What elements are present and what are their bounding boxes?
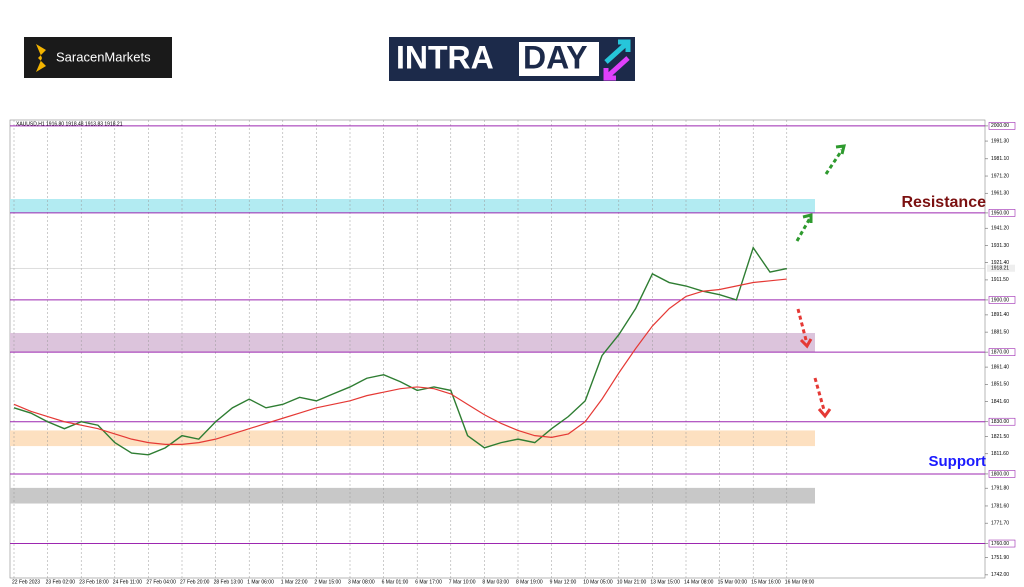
y-tick-label: 1870.00	[991, 349, 1009, 355]
x-tick-label: 8 Mar 03:00	[482, 579, 509, 585]
y-tick-label: 1742.00	[991, 572, 1009, 578]
plot: 22 Feb 2023 23 Feb 02:00 23 Feb 18:00 24 Fe…	[10, 120, 1016, 585]
x-tick-label: 13 Mar 15:00	[650, 579, 680, 585]
x-tick-label: 1 Mar 22:00	[281, 579, 308, 585]
level-tag	[988, 296, 1016, 304]
brand-name: SaracenMarkets	[56, 49, 151, 64]
x-tick-label: 27 Feb 04:00	[146, 579, 176, 585]
x-tick-label: 15 Mar 16:00	[751, 579, 781, 585]
level-tag	[988, 417, 1016, 426]
level-tag	[988, 122, 1016, 130]
brand-logo	[24, 37, 172, 78]
x-tick-label: 22 Feb 2023	[12, 579, 40, 585]
y-tick-label: 1941.20	[991, 226, 1009, 232]
y-tick-label: 1791.80	[991, 486, 1009, 492]
y-tick-label: 1821.50	[991, 434, 1009, 440]
y-tick-label: 1751.90	[991, 555, 1009, 561]
arrows	[795, 144, 846, 419]
brand-icon	[36, 44, 46, 72]
x-tick-label: 7 Mar 10:00	[449, 579, 476, 585]
y-tick-label: 1971.20	[991, 173, 1009, 179]
level-tag	[988, 539, 1016, 548]
y-tick-label: 1991.30	[991, 138, 1009, 144]
y-tick-label: 1911.50	[991, 277, 1009, 283]
y-tick-label: 1771.70	[991, 521, 1009, 527]
y-tick-label: 1781.60	[991, 503, 1009, 509]
zone	[10, 430, 815, 447]
level-tag	[988, 348, 1016, 356]
y-tick-label: 1931.30	[991, 243, 1009, 249]
y-tick-label: 1950.00	[991, 210, 1009, 216]
x-tick-label: 27 Feb 20:00	[180, 579, 210, 585]
arrow-head	[799, 338, 813, 349]
x-tick-label: 9 Mar 12:00	[550, 579, 577, 585]
arrow-head	[817, 408, 832, 419]
logo-arrow-up	[604, 39, 631, 64]
x-tick-label: 8 Mar 19:00	[516, 579, 543, 585]
y-tick-label: 1981.10	[991, 156, 1009, 162]
arrow-up	[795, 217, 812, 242]
y-tick-label: 1841.60	[991, 399, 1009, 405]
arrow-up	[824, 149, 844, 175]
y-tick-label: 2000.00	[991, 123, 1009, 129]
intraday-box	[519, 42, 599, 76]
chart-info: XAUUSD,H1 1916.80 1918.48 1913.83 1918.2…	[16, 121, 123, 127]
y-tick-label: 1851.50	[991, 382, 1009, 388]
zone	[10, 199, 815, 213]
arrow-down	[813, 377, 826, 411]
x-tick-label: 1 Mar 06:00	[247, 579, 274, 585]
level-tag	[988, 470, 1016, 478]
x-tick-label: 23 Feb 02:00	[46, 579, 76, 585]
x-tick-label: 24 Feb 11:00	[113, 579, 142, 585]
x-tick-label: 15 Mar 00:00	[718, 579, 748, 585]
y-tick-label: 1961.30	[991, 191, 1009, 197]
level-tag	[988, 209, 1016, 217]
y-tick-label: 1891.40	[991, 312, 1009, 318]
zone	[10, 332, 815, 353]
x-tick-label: 16 Mar 09:00	[785, 579, 815, 585]
zone	[10, 487, 815, 504]
logo-left: INTRA	[396, 39, 494, 75]
price-line	[13, 246, 787, 456]
logo-arrow-down	[603, 56, 630, 81]
y-tick-label: 1830.00	[991, 419, 1009, 425]
arrow-head	[835, 144, 846, 155]
x-tick-label: 3 Mar 08:00	[348, 579, 375, 585]
y-tick-label: 1760.00	[991, 541, 1009, 547]
last-price-tag	[987, 264, 1015, 272]
last-price-label: 1918.21	[991, 266, 1009, 272]
arrow-head	[802, 213, 813, 223]
x-tick-label: 23 Feb 18:00	[79, 579, 109, 585]
support-label: Support	[929, 453, 987, 470]
x-tick-label: 6 Mar 01:00	[382, 579, 409, 585]
y-tick-label: 1921.40	[991, 260, 1009, 266]
x-tick-label: 28 Feb 13:00	[214, 579, 244, 585]
x-tick-label: 6 Mar 17:00	[415, 579, 442, 585]
resistance-label: Resistance	[902, 194, 987, 211]
arrow-down	[796, 308, 808, 341]
y-tick-label: 1861.40	[991, 364, 1009, 370]
y-tick-label: 1900.00	[991, 297, 1009, 303]
x-tick-label: 2 Mar 15:00	[314, 579, 341, 585]
x-tick-label: 10 Mar 05:00	[583, 579, 613, 585]
logo-right: DAY	[523, 39, 588, 75]
x-tick-label: 14 Mar 08:00	[684, 579, 714, 585]
y-tick-label: 1881.50	[991, 329, 1009, 335]
y-tick-label: 1811.60	[991, 451, 1009, 457]
ma-line	[13, 278, 787, 445]
y-tick-label: 1800.00	[991, 471, 1009, 477]
x-tick-label: 10 Mar 21:00	[617, 579, 647, 585]
